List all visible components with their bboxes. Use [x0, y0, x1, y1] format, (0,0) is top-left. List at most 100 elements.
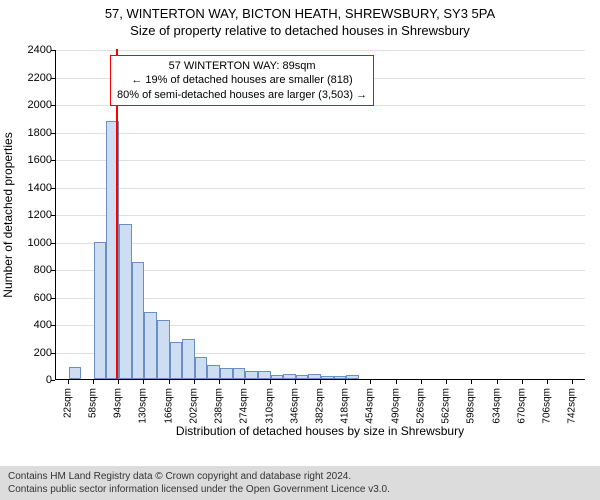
- xtick-label: 382sqm: [315, 388, 326, 424]
- xtick-mark: [345, 380, 346, 384]
- histogram-bar: [245, 371, 258, 379]
- gridline: [56, 243, 585, 244]
- xtick-mark: [396, 380, 397, 384]
- ytick-label: 2000: [28, 99, 52, 111]
- ytick-label: 2400: [28, 44, 52, 56]
- xtick-label: 238sqm: [214, 388, 225, 424]
- xtick-mark: [320, 380, 321, 384]
- ytick-label: 1000: [28, 237, 52, 249]
- xtick-mark: [421, 380, 422, 384]
- histogram-bar: [195, 357, 208, 379]
- xtick-mark: [93, 380, 94, 384]
- xtick-mark: [522, 380, 523, 384]
- histogram-bar: [283, 374, 296, 380]
- gridline: [56, 215, 585, 216]
- ytick-mark: [51, 133, 55, 134]
- ytick-mark: [51, 298, 55, 299]
- xtick-mark: [118, 380, 119, 384]
- xtick-mark: [270, 380, 271, 384]
- xtick-label: 166sqm: [163, 388, 174, 424]
- histogram-bar: [207, 365, 220, 379]
- histogram-bar: [346, 375, 359, 379]
- xtick-label: 598sqm: [466, 388, 477, 424]
- footer-line2: Contains public sector information licen…: [8, 483, 592, 496]
- xtick-mark: [194, 380, 195, 384]
- gridline: [56, 188, 585, 189]
- xtick-mark: [497, 380, 498, 384]
- ytick-mark: [51, 353, 55, 354]
- xtick-label: 202sqm: [188, 388, 199, 424]
- xtick-label: 58sqm: [87, 388, 98, 418]
- ytick-label: 400: [34, 319, 52, 331]
- xtick-mark: [169, 380, 170, 384]
- histogram-bar: [233, 368, 246, 379]
- xtick-label: 454sqm: [365, 388, 376, 424]
- ytick-label: 1200: [28, 209, 52, 221]
- xtick-mark: [572, 380, 573, 384]
- ytick-mark: [51, 325, 55, 326]
- histogram-bar: [94, 242, 107, 380]
- xtick-mark: [244, 380, 245, 384]
- xtick-label: 634sqm: [491, 388, 502, 424]
- ytick-label: 2200: [28, 72, 52, 84]
- footer-attribution: Contains HM Land Registry data © Crown c…: [0, 466, 600, 500]
- histogram-bar: [220, 368, 233, 379]
- chart-container: Number of detached properties 0200400600…: [0, 40, 600, 440]
- gridline: [56, 50, 585, 51]
- histogram-bar: [271, 375, 284, 379]
- xtick-mark: [68, 380, 69, 384]
- ytick-label: 1400: [28, 182, 52, 194]
- histogram-bar: [69, 367, 82, 379]
- annotation-line1: 57 WINTERTON WAY: 89sqm: [117, 59, 367, 73]
- xtick-label: 742sqm: [567, 388, 578, 424]
- histogram-bar: [296, 375, 309, 379]
- xtick-mark: [547, 380, 548, 384]
- annotation-line3: 80% of semi-detached houses are larger (…: [117, 88, 367, 102]
- ytick-label: 600: [34, 292, 52, 304]
- y-axis-label: Number of detached properties: [1, 132, 15, 297]
- xtick-label: 526sqm: [415, 388, 426, 424]
- xtick-label: 274sqm: [239, 388, 250, 424]
- histogram-bar: [308, 374, 321, 380]
- xtick-mark: [446, 380, 447, 384]
- xtick-label: 490sqm: [390, 388, 401, 424]
- histogram-bar: [170, 342, 183, 379]
- xtick-label: 130sqm: [138, 388, 149, 424]
- histogram-bar: [334, 376, 347, 379]
- ytick-mark: [51, 243, 55, 244]
- ytick-label: 200: [34, 347, 52, 359]
- ytick-label: 1600: [28, 154, 52, 166]
- xtick-mark: [295, 380, 296, 384]
- annotation-line2: ← 19% of detached houses are smaller (81…: [117, 73, 367, 87]
- ytick-label: 1800: [28, 127, 52, 139]
- ytick-mark: [51, 188, 55, 189]
- ytick-mark: [51, 105, 55, 106]
- footer-line1: Contains HM Land Registry data © Crown c…: [8, 470, 592, 483]
- title-subtitle: Size of property relative to detached ho…: [0, 21, 600, 38]
- xtick-label: 706sqm: [542, 388, 553, 424]
- histogram-bar: [182, 339, 195, 379]
- xtick-label: 310sqm: [264, 388, 275, 424]
- xtick-label: 346sqm: [289, 388, 300, 424]
- marker-annotation: 57 WINTERTON WAY: 89sqm ← 19% of detache…: [110, 55, 374, 106]
- ytick-mark: [51, 50, 55, 51]
- ytick-mark: [51, 380, 55, 381]
- title-address: 57, WINTERTON WAY, BICTON HEATH, SHREWSB…: [0, 0, 600, 21]
- xtick-mark: [219, 380, 220, 384]
- histogram-bar: [144, 312, 157, 379]
- xtick-mark: [143, 380, 144, 384]
- xtick-label: 94sqm: [113, 388, 124, 418]
- xtick-mark: [471, 380, 472, 384]
- ytick-mark: [51, 160, 55, 161]
- xtick-label: 22sqm: [62, 388, 73, 418]
- ytick-mark: [51, 270, 55, 271]
- gridline: [56, 160, 585, 161]
- gridline: [56, 133, 585, 134]
- xtick-label: 670sqm: [516, 388, 527, 424]
- ytick-label: 800: [34, 264, 52, 276]
- xtick-label: 562sqm: [441, 388, 452, 424]
- x-axis-label: Distribution of detached houses by size …: [55, 424, 585, 438]
- histogram-bar: [321, 376, 334, 379]
- ytick-mark: [51, 78, 55, 79]
- xtick-mark: [370, 380, 371, 384]
